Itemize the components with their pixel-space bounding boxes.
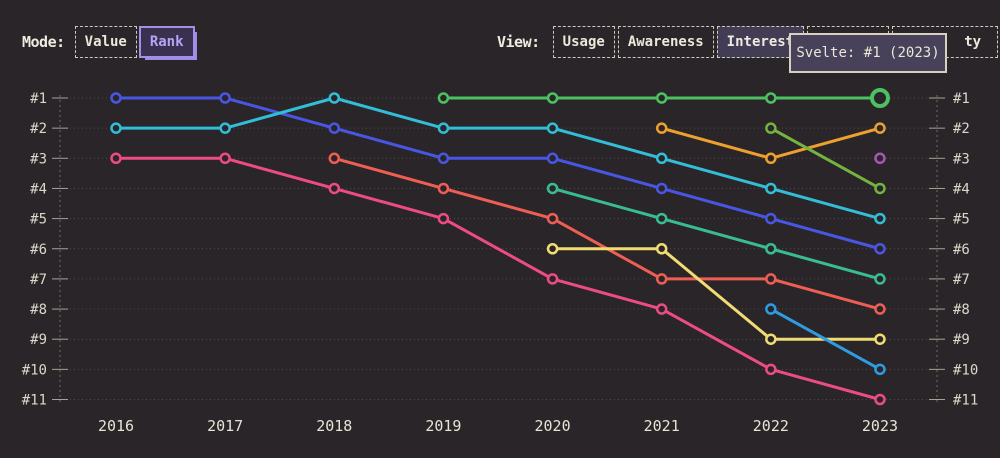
data-point-teal-2021[interactable] (655, 212, 668, 225)
data-point-cyan-2023[interactable] (874, 212, 886, 225)
series-line-sky[interactable] (769, 307, 882, 371)
data-point-teal-2020[interactable] (546, 182, 559, 195)
y-axis-label-right: #4 (953, 181, 970, 197)
data-point-pink-2019[interactable] (437, 212, 450, 225)
data-point-indigo-2017[interactable] (219, 92, 231, 104)
data-point-yellow-2020[interactable] (546, 243, 559, 255)
y-axis-label-left: #6 (30, 242, 47, 258)
data-point-lime-2022[interactable] (765, 122, 777, 134)
x-axis-label: 2017 (207, 417, 243, 435)
data-point-pink-2018[interactable] (328, 182, 341, 195)
data-point-indigo-2021[interactable] (655, 182, 668, 195)
y-axis-label-right: #9 (953, 332, 970, 348)
y-axis-label-right: #2 (953, 121, 970, 137)
data-point-svelte-2022[interactable] (765, 92, 777, 104)
y-axis-label-right: #5 (953, 212, 970, 228)
data-point-yellow-2021[interactable] (655, 243, 668, 255)
y-axis-label-left: #8 (30, 302, 47, 318)
data-point-salmon-2020[interactable] (546, 212, 559, 225)
y-axis-label-right: #11 (953, 393, 978, 409)
data-point-yellow-2023[interactable] (874, 333, 886, 345)
data-point-salmon-2019[interactable] (437, 182, 450, 195)
y-axis-label-left: #4 (30, 181, 47, 197)
y-axis-label-left: #9 (30, 332, 47, 348)
mode-control-group: Mode: Value Rank (22, 26, 197, 58)
data-point-cyan-2020[interactable] (546, 122, 559, 134)
y-axis-label-left: #3 (30, 151, 47, 167)
x-axis-label: 2020 (534, 417, 570, 435)
chart-tooltip: Svelte: #1 (2023) (789, 33, 947, 73)
y-axis-label-left: #7 (30, 272, 47, 288)
data-point-svelte-2020[interactable] (546, 92, 559, 104)
x-axis-label: 2023 (862, 417, 898, 435)
x-axis-label: 2019 (425, 417, 461, 435)
data-point-pink-2021[interactable] (655, 303, 668, 315)
view-label: View: (497, 33, 540, 51)
data-point-teal-2022[interactable] (765, 243, 777, 255)
data-point-orange-2022[interactable] (765, 152, 777, 165)
data-point-yellow-2022[interactable] (765, 333, 777, 345)
data-point-indigo-2022[interactable] (765, 212, 777, 225)
x-axis-label: 2018 (316, 417, 352, 435)
data-point-pink-2016[interactable] (110, 152, 122, 165)
x-axis-label: 2021 (644, 417, 680, 435)
series-line-teal[interactable] (551, 186, 882, 281)
data-point-salmon-2022[interactable] (765, 273, 777, 285)
data-point-sky-2022[interactable] (765, 303, 777, 315)
data-point-cyan-2019[interactable] (437, 122, 450, 134)
data-point-indigo-2023[interactable] (874, 243, 886, 255)
data-point-svelte-2021[interactable] (655, 92, 668, 104)
y-axis-label-left: #5 (30, 212, 47, 228)
data-point-violet-2023[interactable] (874, 152, 886, 165)
data-point-lime-2023[interactable] (874, 182, 886, 195)
data-point-cyan-2022[interactable] (765, 182, 777, 195)
y-axis-label-right: #10 (953, 362, 978, 378)
data-point-indigo-2018[interactable] (328, 122, 341, 134)
x-axis-label: 2016 (98, 417, 134, 435)
data-point-cyan-2018[interactable] (328, 92, 341, 104)
mode-option-value[interactable]: Value (74, 26, 137, 58)
data-point-salmon-2023[interactable] (874, 303, 886, 315)
data-point-orange-2023[interactable] (874, 122, 886, 134)
y-axis-label-right: #6 (953, 242, 970, 258)
tooltip-text: Svelte: #1 (2023) (796, 45, 940, 61)
data-point-sky-2023[interactable] (874, 363, 886, 376)
data-point-pink-2023[interactable] (874, 393, 886, 406)
data-point-pink-2017[interactable] (219, 152, 231, 165)
data-point-cyan-2017[interactable] (219, 122, 231, 134)
data-point-pink-2022[interactable] (765, 363, 777, 376)
y-axis-label-right: #3 (953, 151, 970, 167)
y-axis-label-left: #10 (22, 362, 47, 378)
series-line-cyan[interactable] (114, 96, 882, 221)
y-axis-label-left: #11 (22, 393, 47, 409)
data-point-pink-2020[interactable] (546, 273, 559, 285)
data-point-orange-2021[interactable] (655, 122, 668, 134)
y-axis-label-right: #7 (953, 272, 970, 288)
data-point-salmon-2018[interactable] (328, 152, 341, 165)
data-point-salmon-2021[interactable] (655, 273, 668, 285)
data-point-cyan-2016[interactable] (110, 122, 122, 134)
series-line-lime[interactable] (769, 126, 882, 190)
mode-label: Mode: (22, 33, 65, 51)
series-line-indigo[interactable] (114, 96, 882, 251)
y-axis-label-left: #2 (30, 121, 47, 137)
data-point-svelte-2019[interactable] (437, 92, 450, 104)
view-option-usage[interactable]: Usage (552, 26, 615, 58)
series-line-pink[interactable] (114, 156, 882, 401)
data-point-indigo-2019[interactable] (437, 152, 450, 165)
series-line-salmon[interactable] (332, 156, 882, 311)
mode-option-rank[interactable]: Rank (138, 26, 195, 58)
y-axis-label-left: #1 (30, 91, 47, 107)
y-axis-label-right: #1 (953, 91, 970, 107)
data-point-indigo-2016[interactable] (110, 92, 122, 104)
y-axis-label-right: #8 (953, 302, 970, 318)
data-point-cyan-2021[interactable] (655, 152, 668, 165)
data-point-svelte-2023[interactable] (869, 88, 890, 108)
data-point-teal-2023[interactable] (874, 273, 886, 285)
x-axis-label: 2022 (753, 417, 789, 435)
view-option-awareness[interactable]: Awareness (617, 26, 714, 58)
data-point-indigo-2020[interactable] (546, 152, 559, 165)
